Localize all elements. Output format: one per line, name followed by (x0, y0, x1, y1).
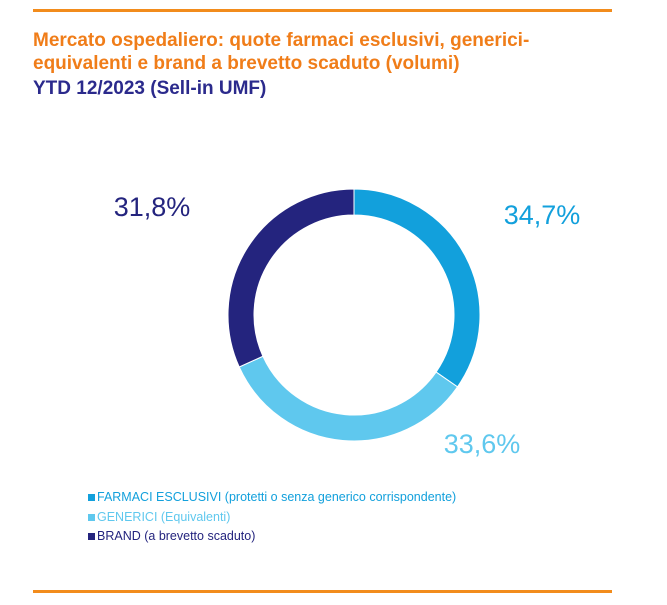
donut-slice-brand (227, 188, 355, 368)
bottom-rule (33, 590, 612, 593)
top-rule (33, 9, 612, 12)
legend-item-brand: BRAND (a brevetto scaduto) (88, 527, 456, 547)
chart-subtitle: YTD 12/2023 (Sell-in UMF) (33, 78, 267, 99)
data-label-brand: 31,8% (114, 192, 191, 222)
legend-swatch-brand (88, 533, 95, 541)
legend-label-esclusivi: FARMACI ESCLUSIVI (protetti o senza gene… (97, 490, 457, 504)
data-label-generici: 33,6% (444, 429, 521, 459)
chart-title: Mercato ospedaliero: quote farmaci esclu… (33, 30, 530, 74)
legend-label-generici: GENERICI (Equivalenti) (97, 509, 231, 524)
donut-slice-esclusivi (353, 188, 481, 388)
legend-swatch-esclusivi (88, 494, 95, 502)
chart-legend: FARMACI ESCLUSIVI (protetti o senza gene… (88, 488, 456, 547)
data-label-esclusivi: 34,7% (504, 200, 581, 230)
legend-label-brand: BRAND (a brevetto scaduto) (97, 529, 256, 543)
legend-swatch-generici (88, 513, 95, 521)
donut-slice-generici (238, 355, 459, 442)
legend-item-esclusivi: FARMACI ESCLUSIVI (protetti o senza gene… (88, 488, 456, 508)
legend-item-generici: GENERICI (Equivalenti) (88, 508, 456, 528)
